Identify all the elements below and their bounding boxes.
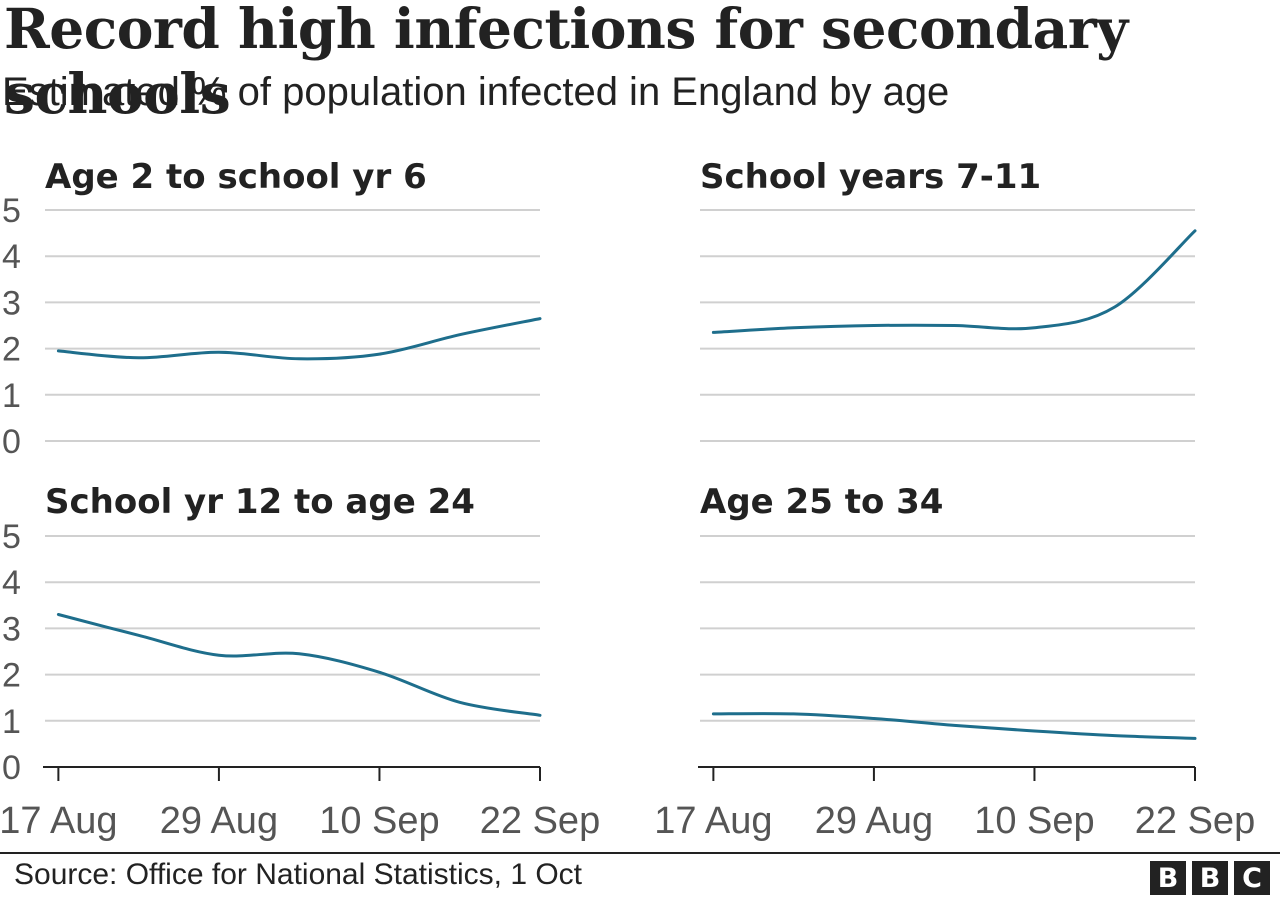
bbc-logo-letter: B [1192, 861, 1228, 895]
y-tick-label: 2 [2, 331, 21, 369]
y-tick-label: 3 [2, 284, 21, 322]
y-tick-label: 5 [2, 518, 21, 556]
chart-panel: School years 7-11 [700, 157, 1197, 442]
chart-panel: School yr 12 to age 24 0 1 2 3 4 5 17 Aug 29 Aug… [0, 482, 600, 842]
x-tick-label: 29 Aug [815, 800, 933, 842]
y-tick-label: 1 [2, 703, 21, 741]
panel-title: School yr 12 to age 24 [45, 482, 475, 522]
panel-title: School years 7-11 [700, 157, 1041, 197]
source-note: Source: Office for National Statistics, … [14, 858, 583, 891]
small-multiples-chart: Age 2 to school yr 6 0 1 2 3 4 5 School years 7… [0, 157, 1255, 842]
series-line [56, 317, 542, 361]
series-line [711, 712, 1197, 740]
y-tick-label: 4 [2, 564, 21, 602]
y-tick-label: 1 [2, 377, 21, 415]
x-tick-label: 29 Aug [160, 800, 278, 842]
y-tick-label: 0 [2, 749, 21, 787]
chart-panel: Age 2 to school yr 6 0 1 2 3 4 5 [2, 157, 542, 461]
series-line [711, 229, 1197, 334]
bbc-logo-letter: B [1150, 861, 1186, 895]
bbc-logo: B B C [1150, 861, 1270, 895]
chart-title: Record high infections for secondary sch… [4, 0, 1128, 126]
panel-title: Age 2 to school yr 6 [45, 157, 427, 197]
x-tick-label: 10 Sep [974, 800, 1094, 842]
x-tick-label: 17 Aug [0, 800, 118, 842]
chart-panel: Age 25 to 34 17 Aug 29 Aug 10 Sep 22 Sep [654, 482, 1255, 842]
bbc-logo-letter: C [1234, 861, 1270, 895]
y-tick-label: 3 [2, 610, 21, 648]
y-tick-label: 2 [2, 657, 21, 695]
x-tick-label: 22 Sep [480, 800, 600, 842]
footer-divider [0, 852, 1280, 854]
y-tick-label: 0 [2, 423, 21, 461]
x-tick-label: 10 Sep [319, 800, 439, 842]
chart-subtitle: Estimated % of population infected in En… [2, 70, 950, 114]
y-tick-label: 5 [2, 192, 21, 230]
y-tick-label: 4 [2, 238, 21, 276]
panel-title: Age 25 to 34 [700, 482, 943, 522]
series-line [56, 613, 542, 717]
x-tick-label: 22 Sep [1135, 800, 1255, 842]
x-tick-label: 17 Aug [654, 800, 772, 842]
